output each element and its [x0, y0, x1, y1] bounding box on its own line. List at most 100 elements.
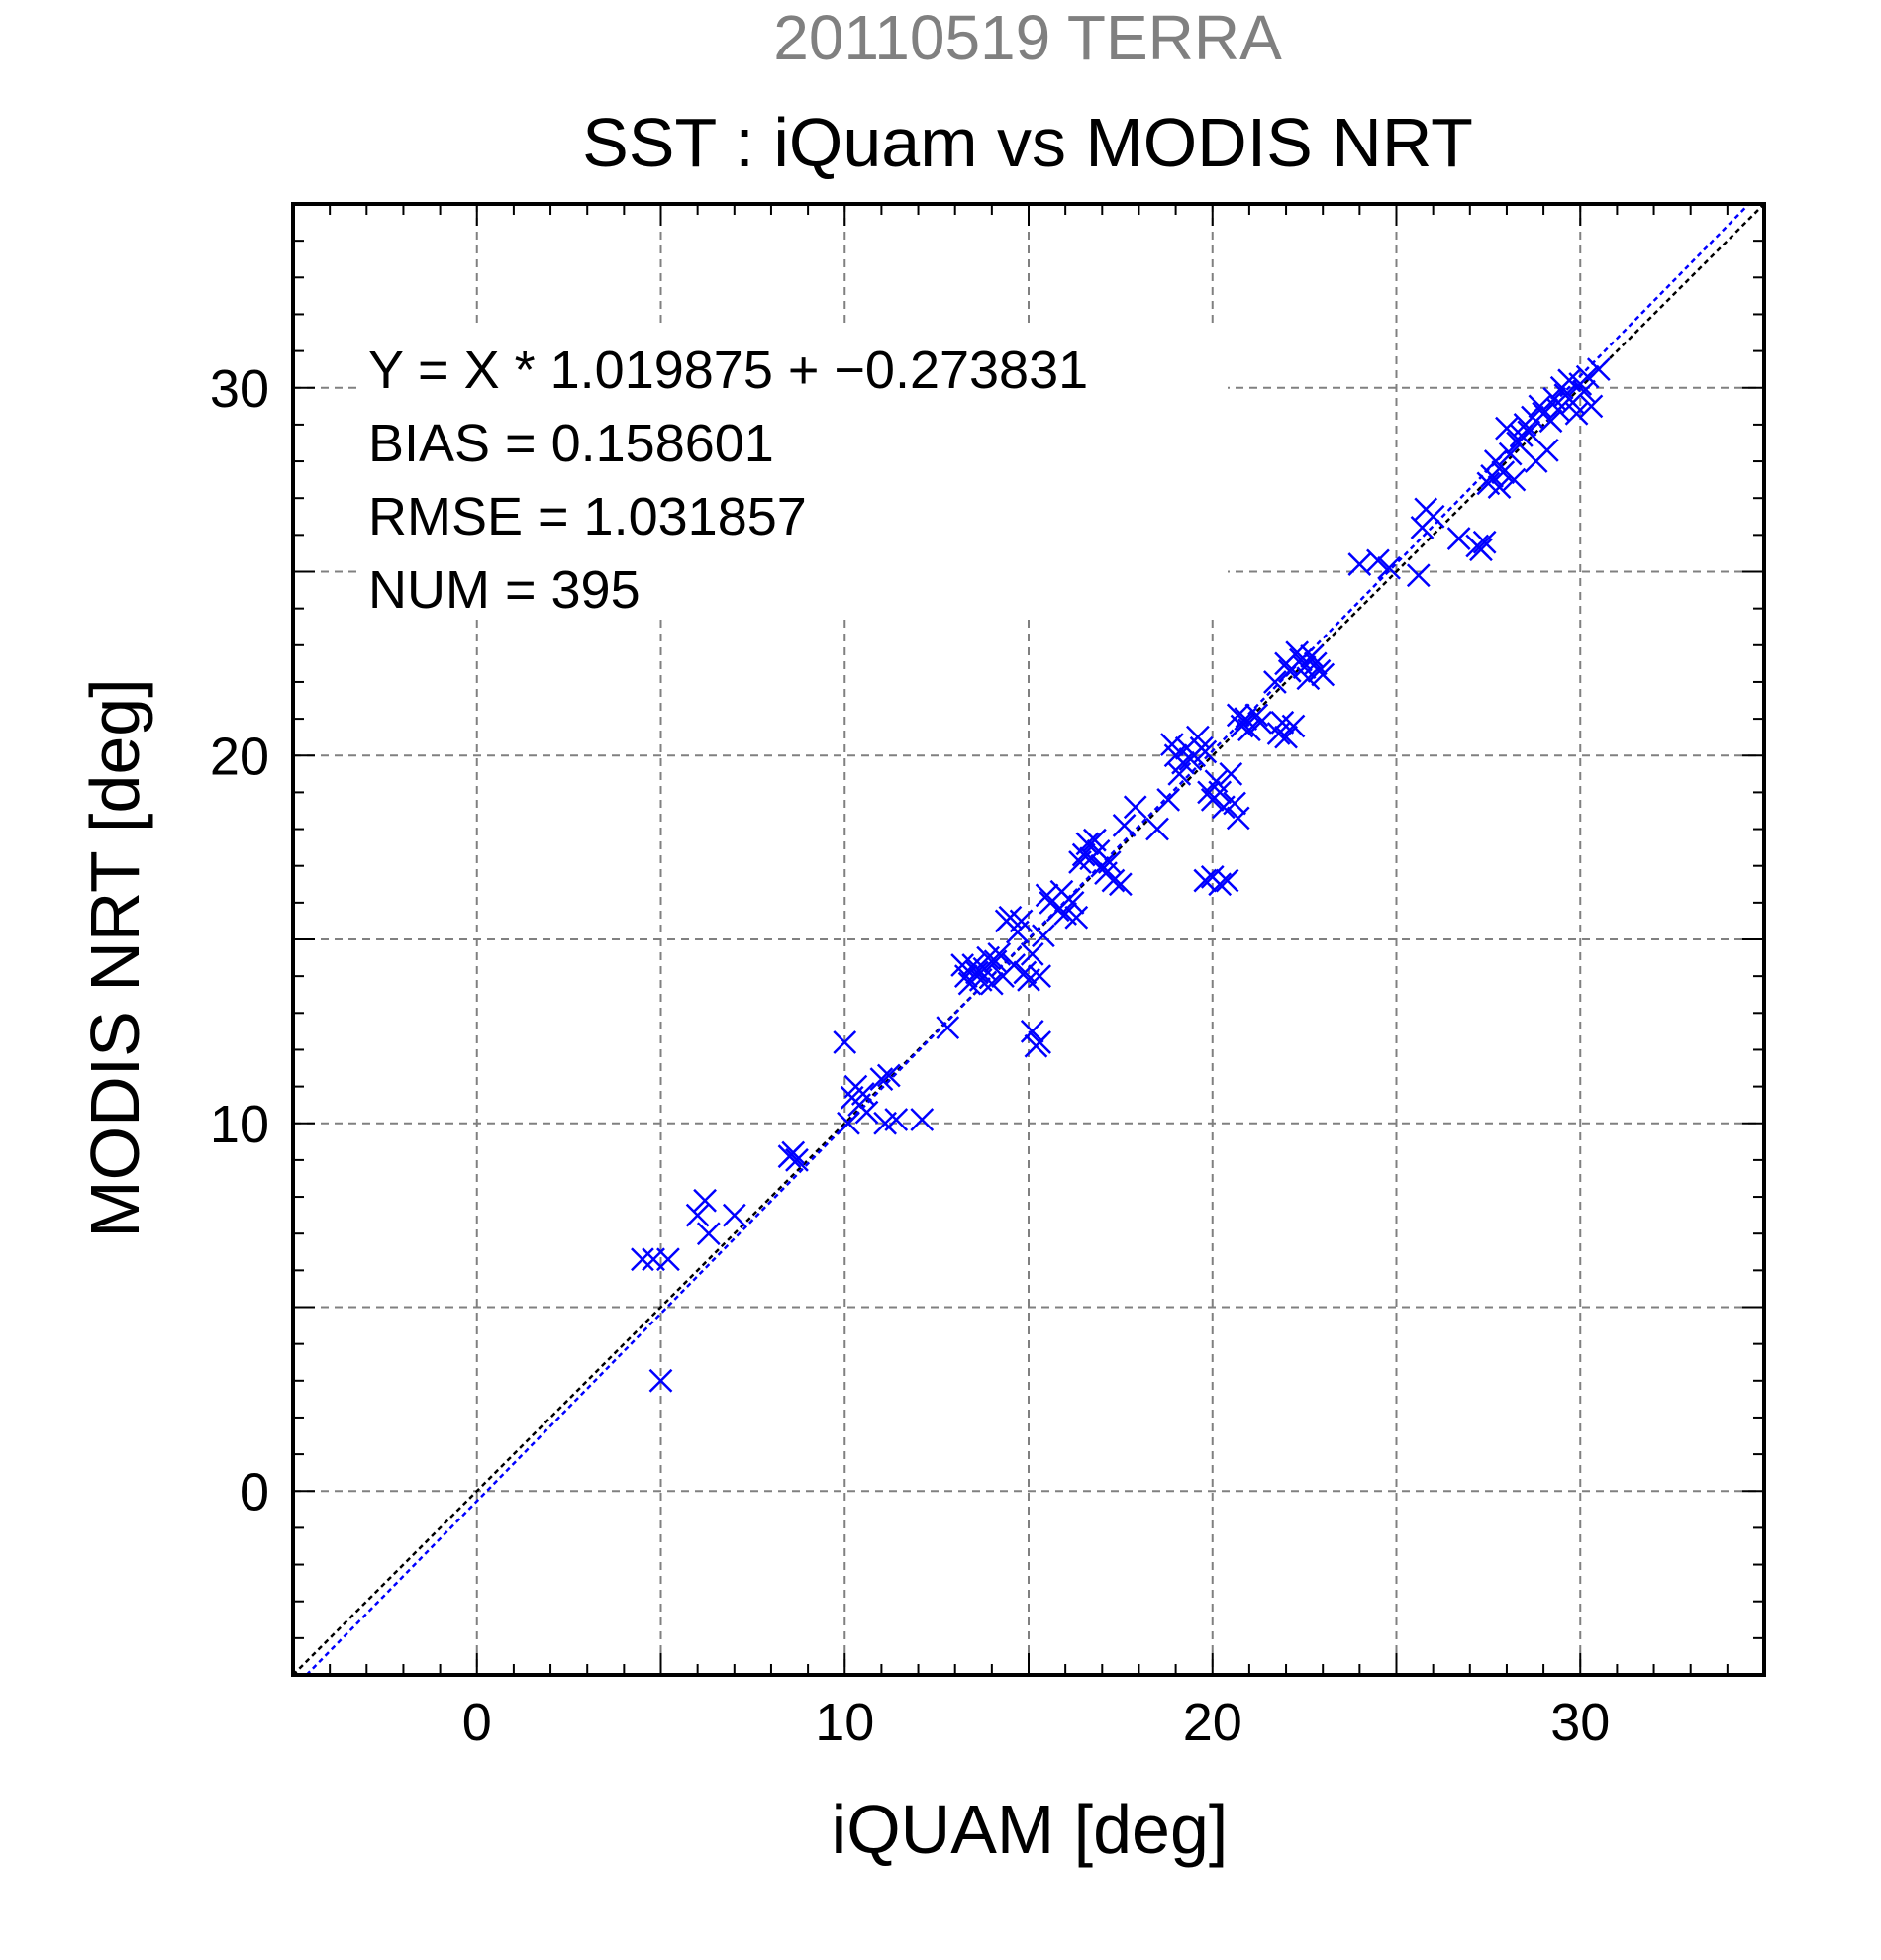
reference-lines: [292, 203, 1765, 1676]
data-point: [1406, 563, 1431, 588]
y-tick-label: 30: [210, 359, 269, 419]
data-point: [833, 1030, 857, 1054]
data-point: [722, 1203, 746, 1227]
data-point: [1112, 813, 1137, 837]
data-point: [1090, 853, 1115, 878]
data-point: [983, 949, 1008, 974]
data-point: [876, 1063, 901, 1088]
data-point: [854, 1100, 879, 1125]
data-point: [910, 1108, 935, 1131]
data-point: [1064, 905, 1089, 930]
data-point: [1446, 527, 1471, 550]
data-point: [1572, 379, 1596, 404]
data-point: [1498, 441, 1523, 466]
num-label: NUM = 395: [368, 560, 641, 620]
date-label: 20110519 TERRA: [773, 2, 1282, 73]
y-tick-label: 0: [240, 1462, 269, 1521]
x-tick-label: 30: [1550, 1693, 1610, 1752]
data-point: [1421, 504, 1445, 529]
data-point: [1377, 555, 1401, 580]
data-point: [1020, 1019, 1044, 1043]
data-point: [1586, 357, 1611, 382]
stats-box: Y = X * 1.019875 + −0.273831 BIAS = 0.15…: [356, 327, 1228, 620]
data-point: [1469, 538, 1493, 562]
regression-equation: Y = X * 1.019875 + −0.273831: [368, 341, 1088, 400]
data-point: [1031, 924, 1055, 948]
data-point: [1028, 1030, 1052, 1054]
data-point: [1296, 666, 1321, 691]
regression-line: [305, 203, 1750, 1676]
data-point: [1538, 409, 1563, 434]
y-axis-label: MODIS NRT [deg]: [76, 678, 153, 1237]
data-point: [1028, 964, 1052, 989]
data-point: [1171, 750, 1195, 775]
data-point: [1035, 883, 1059, 908]
data-point: [1230, 714, 1254, 738]
data-point: [1281, 714, 1306, 738]
data-point: [1575, 364, 1600, 389]
data-point: [1193, 739, 1218, 764]
data-point: [696, 1222, 721, 1246]
data-point: [1238, 718, 1261, 742]
data-point: [1546, 398, 1570, 422]
data-point: [1491, 460, 1516, 485]
data-point: [1097, 850, 1122, 874]
data-point: [693, 1188, 717, 1213]
data-point: [1366, 548, 1390, 573]
data-point: [987, 941, 1012, 966]
data-point: [1483, 449, 1508, 473]
data-point: [1263, 670, 1287, 694]
data-point: [1145, 817, 1169, 841]
data-point: [1274, 725, 1298, 749]
data-point: [1285, 640, 1310, 665]
data-point: [656, 1247, 680, 1272]
data-point: [685, 1203, 710, 1227]
data-point: [1487, 475, 1512, 499]
data-point: [1517, 420, 1541, 444]
data-point: [1013, 960, 1038, 985]
data-point: [1223, 791, 1246, 816]
data-point: [884, 1108, 909, 1131]
data-point: [1215, 868, 1239, 893]
data-point: [1248, 710, 1272, 735]
data-point: [1472, 530, 1497, 554]
data-point: [1208, 872, 1233, 897]
chart-title: SST : iQuam vs MODIS NRT: [582, 104, 1473, 181]
data-point: [850, 1082, 875, 1106]
plot-frame: [291, 202, 1766, 1677]
data-point: [869, 1067, 894, 1092]
y-tick-label: 20: [210, 727, 269, 786]
data-point: [1020, 941, 1044, 966]
x-axis-label: iQUAM [deg]: [832, 1791, 1229, 1868]
data-point: [1502, 467, 1527, 492]
data-point: [1226, 806, 1250, 831]
data-point: [1108, 872, 1133, 897]
data-point: [1219, 761, 1243, 786]
data-point: [631, 1247, 654, 1272]
data-point: [1123, 795, 1147, 820]
x-tick-label: 20: [1183, 1693, 1242, 1752]
x-tick-label: 10: [815, 1693, 874, 1752]
data-point: [1534, 439, 1559, 462]
data-point: [1564, 401, 1589, 426]
data-point: [837, 1111, 860, 1135]
data-point: [1311, 662, 1336, 687]
data-point: [1495, 416, 1519, 441]
data-point: [1347, 552, 1372, 576]
data-point: [1579, 394, 1604, 419]
data-point: [1193, 868, 1218, 893]
data-point: [979, 971, 1004, 996]
data-point: [785, 1148, 809, 1172]
y-tick-label: 10: [210, 1095, 269, 1154]
data-point: [1009, 909, 1034, 933]
data-point: [1101, 868, 1126, 893]
data-point: [1300, 644, 1324, 668]
bias-label: BIAS = 0.158601: [368, 414, 774, 473]
data-point: [1156, 787, 1181, 812]
x-tick-label: 0: [462, 1693, 492, 1752]
data-point: [1303, 651, 1328, 676]
data-point: [1075, 832, 1100, 856]
data-point: [648, 1368, 673, 1393]
data-point: [1060, 890, 1085, 915]
